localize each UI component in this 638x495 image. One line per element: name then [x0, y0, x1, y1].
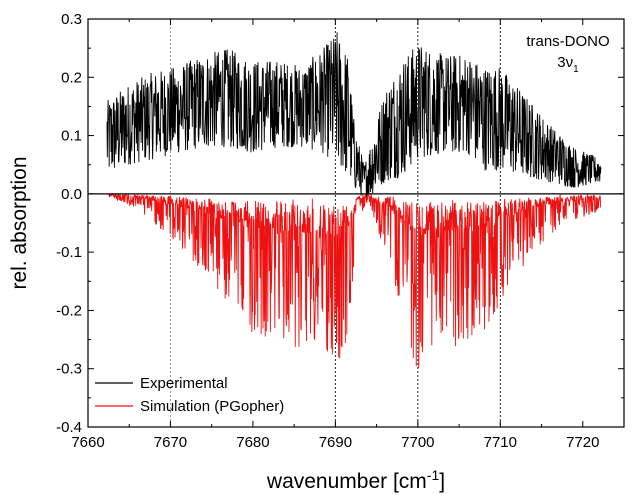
x-tick-label: 7680 [236, 434, 269, 451]
y-tick-label: 0.3 [61, 11, 82, 28]
x-axis-title: wavenumber [cm-1] [266, 467, 445, 493]
x-axis: 7660 7670 7680 7690 7700 7710 7720 [71, 19, 599, 451]
annotation-band: 3ν1 [557, 54, 579, 75]
y-tick-label: -0.3 [56, 361, 82, 378]
x-tick-label: 7720 [566, 434, 599, 451]
y-axis: -0.4 -0.3 -0.2 -0.1 0.0 0.1 0.2 0.3 [56, 11, 624, 436]
y-tick-label: 0.1 [61, 128, 82, 145]
series-layer [106, 32, 602, 368]
y-axis-title: rel. absorption [8, 156, 31, 289]
annotation-molecule: trans-DONO [526, 33, 609, 50]
x-tick-label: 7700 [401, 434, 434, 451]
y-tick-label: 0.0 [61, 186, 82, 203]
x-tick-label: 7670 [154, 434, 187, 451]
x-axis-title-superscript: -1 [427, 467, 440, 483]
annotation-band-subscript: 1 [573, 64, 579, 75]
series-trace-simulation [108, 193, 602, 368]
y-tick-label: 0.2 [61, 69, 82, 86]
x-tick-label: 7690 [319, 434, 352, 451]
x-axis-title-end: ] [439, 470, 445, 493]
y-tick-label: -0.2 [56, 302, 82, 319]
legend-label-simulation: Simulation (PGopher) [140, 398, 284, 415]
y-tick-label: -0.4 [56, 419, 82, 436]
legend-label-experimental: Experimental [140, 375, 228, 392]
x-tick-label: 7710 [484, 434, 517, 451]
y-tick-label: -0.1 [56, 244, 82, 261]
legend: Experimental Simulation (PGopher) [95, 375, 284, 415]
x-tick-label: 7660 [71, 434, 104, 451]
series-trace-experimental [106, 32, 602, 199]
